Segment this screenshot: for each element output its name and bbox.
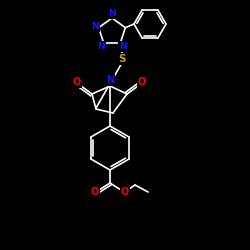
Text: N: N <box>119 42 126 51</box>
Text: N: N <box>98 42 105 51</box>
Text: O: O <box>138 77 146 87</box>
Text: O: O <box>73 77 81 87</box>
Text: N: N <box>91 22 99 31</box>
Text: N: N <box>106 75 114 85</box>
Text: S: S <box>118 54 126 64</box>
Text: N: N <box>108 10 116 18</box>
Text: O: O <box>91 187 99 197</box>
Text: O: O <box>121 187 129 197</box>
